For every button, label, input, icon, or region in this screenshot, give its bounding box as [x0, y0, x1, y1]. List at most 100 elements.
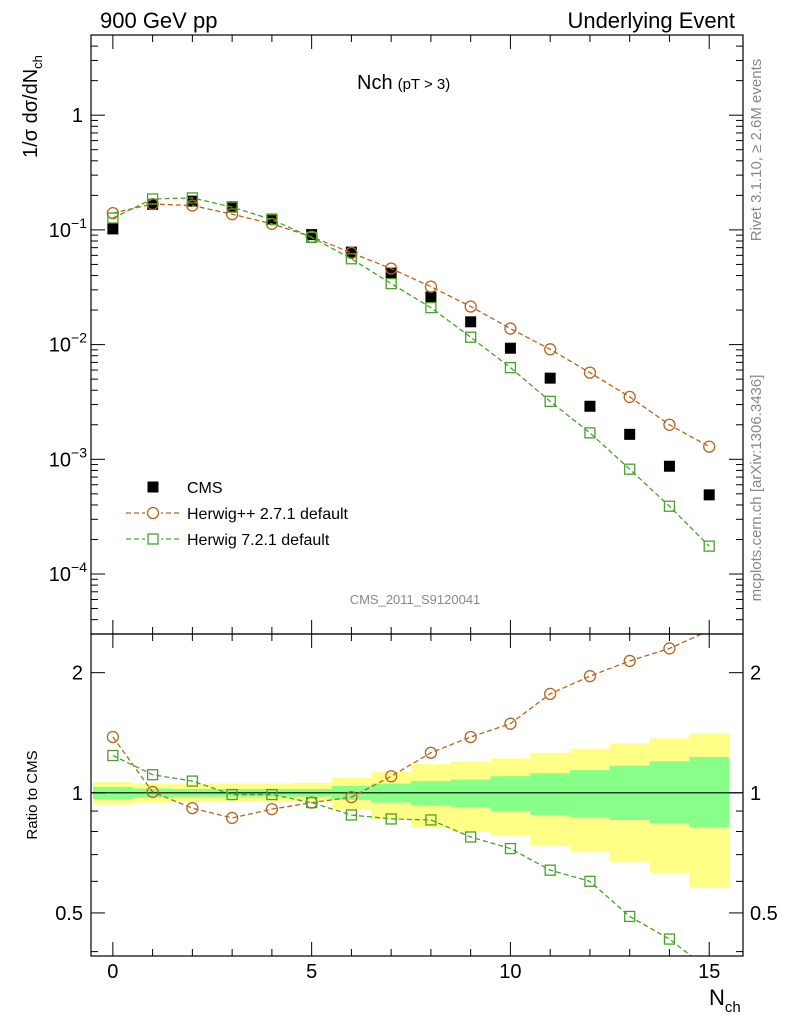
main-point-0 — [385, 267, 397, 279]
ratio-panel-ticks: 0.5 0.5 1 1 2 2 0 5 10 15 — [55, 634, 778, 983]
main-point-0 — [107, 223, 119, 235]
y-tick-exponent: −4 — [71, 559, 87, 575]
ratio-point-1 — [226, 788, 238, 801]
ratio-point-0 — [385, 770, 398, 783]
main-point-0 — [504, 342, 516, 354]
main-point-0 — [306, 229, 318, 241]
ratio-point-0 — [504, 717, 517, 730]
ratio-series — [106, 634, 704, 956]
main-point-2 — [305, 231, 318, 244]
main-point-2 — [504, 361, 517, 374]
ratio-point-0 — [106, 730, 120, 744]
main-series-line-2 — [112, 197, 710, 547]
ratio-point-1 — [305, 796, 318, 809]
main-point-0 — [345, 246, 357, 258]
x-tick-label: 10 — [499, 961, 521, 983]
y-tick-exponent: −3 — [71, 444, 87, 460]
ratio-series-clipped — [106, 634, 704, 956]
y-tick-label: 1 — [72, 105, 83, 127]
main-point-0 — [624, 428, 636, 440]
plot-title-main: Nch — [357, 72, 393, 94]
legend-marker-0 — [147, 481, 159, 493]
main-point-2 — [544, 395, 556, 408]
legend-label-1: Herwig++ 2.7.1 default — [187, 506, 349, 523]
ratio-point-0 — [583, 670, 597, 683]
y-tick-base: 10 — [49, 449, 71, 471]
ratio-point-1 — [107, 749, 119, 762]
main-point-1 — [583, 366, 597, 379]
ratio-point-0 — [345, 791, 358, 804]
x-tick-label: 15 — [698, 961, 720, 983]
ratio-point-0 — [424, 746, 438, 759]
legend-label-2: Herwig 7.2.1 default — [187, 532, 330, 549]
ratio-series-line-1 — [112, 754, 693, 956]
ratio-point-1 — [465, 831, 477, 843]
main-point-1 — [186, 199, 199, 212]
y-tick-exponent: −2 — [71, 330, 87, 346]
main-point-2 — [107, 212, 119, 224]
y-tick-exponent: −1 — [71, 215, 87, 231]
legend: CMS Herwig++ 2.7.1 default Herwig 7.2.1 de… — [126, 480, 349, 549]
main-point-2 — [663, 500, 676, 512]
ratio-y-tick-label: 0.5 — [55, 903, 83, 925]
legend-marker-bg-2 — [145, 532, 161, 546]
x-tick-label: 5 — [306, 961, 317, 983]
ratio-point-1 — [624, 910, 636, 923]
main-point-2 — [584, 427, 596, 439]
main-point-1 — [385, 262, 398, 275]
main-point-2 — [345, 253, 358, 265]
y-tick-label: 10−2 — [49, 330, 87, 357]
ratio-series-line-0 — [112, 634, 704, 819]
legend-marker-2 — [147, 533, 159, 545]
main-y-axis-title-main: 1/σ dσ/dN — [20, 69, 42, 158]
main-point-1 — [703, 440, 716, 453]
ratio-y-tick-label: 2 — [72, 663, 83, 685]
main-point-2 — [624, 463, 636, 475]
main-point-1 — [345, 246, 358, 260]
ratio-point-1 — [544, 864, 556, 876]
ratio-point-0 — [623, 654, 636, 668]
x-axis-title: Nch — [709, 985, 741, 1016]
ratio-bands — [91, 733, 743, 888]
ratio-point-1 — [385, 813, 397, 825]
plot-title: Nch (pT > 3) — [357, 72, 450, 94]
header-right: Underlying Event — [567, 8, 735, 33]
ratio-y-axis-title: Ratio to CMS — [24, 750, 41, 839]
ratio-point-0 — [663, 642, 676, 655]
main-point-2 — [146, 193, 159, 205]
ratio-point-1 — [146, 769, 159, 781]
main-point-2 — [266, 213, 278, 226]
ratio-point-0 — [186, 802, 199, 815]
ratio-panel-frame — [90, 633, 744, 957]
y-tick-base: 10 — [49, 335, 71, 357]
main-point-0 — [425, 291, 437, 303]
main-point-2 — [226, 201, 238, 213]
y-tick-label: 10−4 — [49, 559, 87, 586]
x-tick-label: 0 — [107, 961, 118, 983]
main-point-0 — [663, 460, 675, 472]
main-point-0 — [703, 489, 715, 501]
main-point-0 — [186, 195, 198, 207]
main-point-1 — [623, 390, 636, 404]
ratio-point-0 — [265, 803, 279, 816]
ratio-point-1 — [425, 814, 437, 826]
main-point-1 — [225, 208, 239, 221]
ratio-point-1 — [186, 775, 199, 787]
ratio-point-1 — [504, 842, 517, 855]
main-y-axis-title: 1/σ dσ/dNch — [20, 55, 45, 158]
main-point-1 — [424, 280, 438, 293]
ratio-y-tick-label: 1 — [72, 783, 83, 805]
ratio-point-1 — [345, 809, 358, 821]
y-tick-base: 10 — [49, 564, 71, 586]
ratio-y-tick-label-right: 0.5 — [750, 903, 778, 925]
ratio-point-1 — [584, 875, 596, 887]
ratio-point-0 — [464, 730, 477, 744]
side-label-upper: Rivet 3.1.10, ≥ 2.6M events — [748, 59, 765, 242]
main-point-0 — [584, 400, 596, 412]
main-point-2 — [186, 192, 199, 204]
main-point-0 — [266, 213, 278, 225]
legend-label-0: CMS — [187, 480, 223, 497]
ratio-band-inner — [92, 756, 730, 828]
ratio-y-tick-label-right: 1 — [750, 783, 761, 805]
ratio-point-0 — [146, 785, 159, 799]
